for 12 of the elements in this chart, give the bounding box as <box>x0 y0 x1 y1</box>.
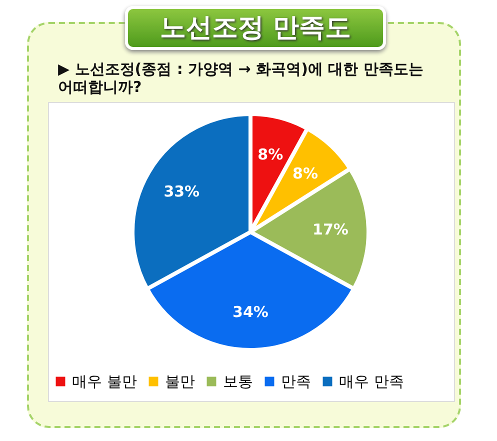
legend-label: 보통 <box>223 372 253 391</box>
chart-subtitle: ▶ 노선조정(종점 : 가양역 → 화곡역)에 대한 만족도는 어떠합니까? <box>58 60 424 96</box>
data-label: 8% <box>258 146 284 164</box>
chart-title: 노선조정 만족도 <box>125 6 386 50</box>
legend-label: 매우 만족 <box>339 372 404 391</box>
data-label: 33% <box>164 182 200 200</box>
data-label: 8% <box>292 164 318 183</box>
data-label: 17% <box>312 220 348 238</box>
data-label: 34% <box>232 303 268 321</box>
legend-label: 매우 불만 <box>72 372 137 391</box>
legend-label: 불만 <box>165 372 195 391</box>
legend-label: 만족 <box>281 372 311 391</box>
